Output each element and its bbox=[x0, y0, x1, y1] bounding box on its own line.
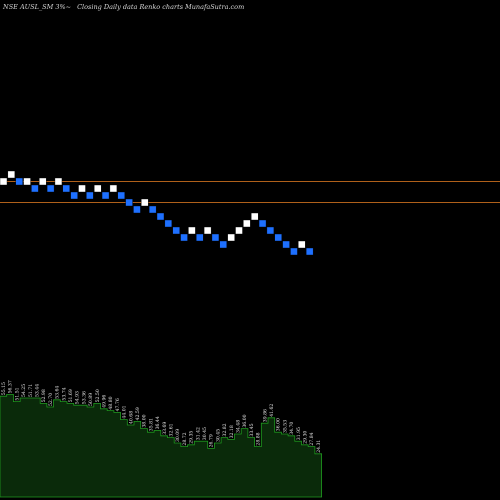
renko-brick-down bbox=[258, 219, 267, 228]
title-description: Closing Daily data Renko charts bbox=[77, 3, 184, 11]
renko-brick-down bbox=[211, 233, 220, 242]
volume-label: 42.59 bbox=[135, 407, 141, 420]
volume-label: 27.84 bbox=[309, 432, 315, 445]
resistance-lines bbox=[0, 181, 500, 203]
volume-label: 53.36 bbox=[81, 391, 87, 404]
volume-label: 36.44 bbox=[155, 416, 161, 429]
volume-label: 29.30 bbox=[303, 431, 309, 444]
volume-label: 32.82 bbox=[222, 423, 228, 436]
renko-brick-up bbox=[188, 226, 196, 235]
title-site: MunafaSutra.com bbox=[184, 3, 244, 11]
renko-brick-down bbox=[290, 247, 298, 256]
renko-brick-up bbox=[109, 184, 118, 193]
renko-brick-down bbox=[148, 205, 157, 214]
renko-brick-down bbox=[125, 198, 133, 207]
volume-label: 39.86 bbox=[262, 409, 268, 422]
volume-label: 34.70 bbox=[289, 422, 295, 435]
volume-label: 54.25 bbox=[21, 384, 27, 397]
volume-label: 51.69 bbox=[68, 389, 74, 402]
volume-label: 33.69 bbox=[162, 422, 168, 435]
volume-label: 55.15 bbox=[1, 382, 7, 395]
renko-brick-down bbox=[156, 212, 165, 221]
volume-label: 36.00 bbox=[242, 414, 248, 427]
renko-brick-down bbox=[133, 205, 141, 214]
renko-brick-up bbox=[78, 184, 86, 193]
volume-label: 51.71 bbox=[28, 384, 34, 397]
volume-label: 48.80 bbox=[108, 396, 114, 409]
renko-brick-down bbox=[172, 226, 180, 235]
volume-label: 49.96 bbox=[102, 395, 108, 408]
volume-label: 51.51 bbox=[14, 387, 20, 400]
renko-brick-down bbox=[46, 184, 55, 193]
volume-label: 53.74 bbox=[61, 387, 67, 400]
volume-label: 28.72 bbox=[182, 432, 188, 445]
volume-label: 36.00 bbox=[276, 418, 282, 431]
renko-brick-down bbox=[180, 233, 188, 242]
volume-profile bbox=[0, 394, 322, 498]
renko-brick-down bbox=[70, 191, 78, 200]
renko-brick-down bbox=[101, 191, 110, 200]
renko-brick-up bbox=[250, 212, 259, 221]
renko-brick-down bbox=[282, 240, 290, 249]
volume-label: 32.18 bbox=[229, 425, 235, 438]
volume-label: 44.01 bbox=[122, 405, 128, 418]
renko-brick-down bbox=[305, 247, 314, 256]
volume-label: 34.48 bbox=[236, 420, 242, 433]
volume-label: 32.61 bbox=[169, 423, 175, 436]
renko-bricks bbox=[0, 170, 314, 256]
title-symbol: NSE AUSL_SM 3%~ bbox=[2, 3, 71, 11]
renko-brick-up bbox=[235, 226, 243, 235]
volume-label: 24.31 bbox=[316, 440, 322, 453]
volume-label: 53.64 bbox=[55, 386, 61, 399]
renko-brick-down bbox=[266, 226, 275, 235]
renko-brick-down bbox=[15, 177, 23, 186]
renko-brick-up bbox=[0, 177, 8, 186]
volume-label: 35.53 bbox=[282, 420, 288, 433]
volume-label: 33.45 bbox=[249, 423, 255, 436]
volume-label: 47.76 bbox=[115, 398, 121, 411]
renko-brick-down bbox=[274, 233, 282, 242]
renko-brick-up bbox=[203, 226, 212, 235]
chart-title: NSE AUSL_SM 3%~ Closing Daily data Renko … bbox=[2, 3, 244, 11]
renko-brick-up bbox=[298, 240, 306, 249]
volume-label: 26.79 bbox=[209, 434, 215, 447]
renko-brick-down bbox=[164, 219, 173, 228]
renko-brick-up bbox=[39, 177, 47, 186]
renko-brick-down bbox=[117, 191, 125, 200]
volume-label: 28.88 bbox=[256, 432, 262, 445]
volume-label: 56.37 bbox=[8, 380, 14, 393]
renko-brick-down bbox=[31, 184, 39, 193]
renko-brick-down bbox=[62, 184, 70, 193]
renko-brick-down bbox=[86, 191, 94, 200]
volume-label: 35.81 bbox=[148, 418, 154, 431]
volume-label: 52.50 bbox=[95, 389, 101, 402]
volume-label: 52.98 bbox=[41, 389, 47, 402]
renko-brick-up bbox=[93, 184, 102, 193]
renko-brick-up bbox=[243, 219, 251, 228]
volume-label: 31.95 bbox=[296, 427, 302, 440]
volume-label: 40.68 bbox=[128, 411, 134, 424]
renko-brick-up bbox=[227, 233, 235, 242]
volume-label: 38.00 bbox=[142, 414, 148, 427]
volume-area bbox=[0, 394, 322, 498]
renko-brick-up bbox=[54, 177, 63, 186]
renko-brick-up bbox=[7, 170, 16, 179]
renko-brick-down bbox=[219, 240, 228, 249]
renko-brick-down bbox=[196, 233, 204, 242]
volume-label: 31.42 bbox=[195, 427, 201, 440]
volume-label: 50.89 bbox=[88, 393, 94, 406]
volume-label: 41.62 bbox=[269, 404, 275, 417]
volume-label: 30.09 bbox=[175, 429, 181, 442]
volume-label: 54.93 bbox=[75, 391, 81, 404]
volume-label: 29.35 bbox=[189, 431, 195, 444]
volume-label: 53.44 bbox=[35, 384, 41, 397]
volume-label: 30.45 bbox=[215, 429, 221, 442]
volume-label: 30.45 bbox=[202, 427, 208, 440]
renko-brick-up bbox=[23, 177, 31, 186]
renko-brick-up bbox=[141, 198, 149, 207]
volume-label: 52.70 bbox=[48, 393, 54, 406]
